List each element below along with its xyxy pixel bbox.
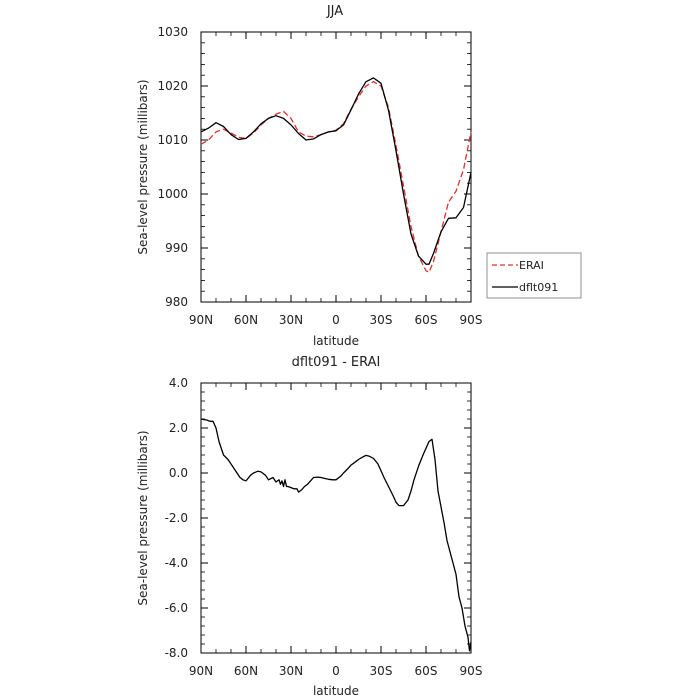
series-lines <box>200 418 472 652</box>
chart-title: dflt091 - ERAI <box>292 355 381 370</box>
y-tick-label: -2.0 <box>165 511 188 525</box>
y-axis-label: Sea-level pressure (millibars) <box>136 430 150 605</box>
x-tick-label: 30N <box>279 313 303 327</box>
chart-title: JJA <box>326 4 343 19</box>
y-tick-labels: 980 990 1000 1010 1020 1030 <box>157 25 188 309</box>
x-tick-label: 30S <box>370 664 393 678</box>
y-tick-label: 4.0 <box>169 376 188 390</box>
plot-frame <box>200 382 472 654</box>
y-tick-label: 1020 <box>157 79 188 93</box>
legend-box <box>486 252 582 299</box>
x-tick-label: 90S <box>460 664 483 678</box>
axis-ticks <box>200 382 472 654</box>
y-tick-label: -6.0 <box>165 601 188 615</box>
x-tick-labels: 90N 60N 30N 0 30S 60S 90S <box>189 313 483 327</box>
x-tick-label: 60N <box>234 313 258 327</box>
chart-bottom: dflt091 - ERAI -8.0 -6.0 -4.0 -2.0 0.0 2.0 4.0… <box>136 355 482 698</box>
x-tick-label: 90N <box>189 313 213 327</box>
chart-top: JJA 980 990 1000 1010 1020 1030 90N 60N 30N 0 30S… <box>136 4 582 348</box>
x-tick-label: 90S <box>460 313 483 327</box>
y-tick-labels: -8.0 -6.0 -4.0 -2.0 0.0 2.0 4.0 <box>165 376 188 660</box>
y-tick-label: 1010 <box>157 133 188 147</box>
x-tick-label: 30S <box>370 313 393 327</box>
x-tick-label: 0 <box>332 664 340 678</box>
x-tick-label: 60S <box>415 664 438 678</box>
x-tick-label: 0 <box>332 313 340 327</box>
x-tick-label: 60S <box>415 313 438 327</box>
x-tick-label: 30N <box>279 664 303 678</box>
y-tick-label: 2.0 <box>169 421 188 435</box>
legend-label-erai: ERAI <box>519 259 544 272</box>
series-line-series-0 <box>200 418 472 652</box>
axis-ticks <box>200 31 472 303</box>
x-axis-label: latitude <box>313 684 359 698</box>
x-tick-labels: 90N 60N 30N 0 30S 60S 90S <box>189 664 483 678</box>
x-axis-label: latitude <box>313 334 359 348</box>
y-tick-label: 980 <box>165 295 188 309</box>
series-line-ERAI <box>200 81 472 273</box>
y-tick-label: -4.0 <box>165 556 188 570</box>
y-tick-label: 990 <box>165 241 188 255</box>
y-axis-label: Sea-level pressure (millibars) <box>136 79 150 254</box>
y-tick-label: 0.0 <box>169 466 188 480</box>
y-tick-label: 1000 <box>157 187 188 201</box>
series-lines <box>200 77 472 273</box>
legend: ERAI dflt091 <box>486 252 582 299</box>
x-tick-label: 60N <box>234 664 258 678</box>
legend-label-dflt091: dflt091 <box>519 281 558 294</box>
x-tick-label: 90N <box>189 664 213 678</box>
y-tick-label: 1030 <box>157 25 188 39</box>
y-tick-label: -8.0 <box>165 646 188 660</box>
series-line-dflt091 <box>200 77 472 265</box>
